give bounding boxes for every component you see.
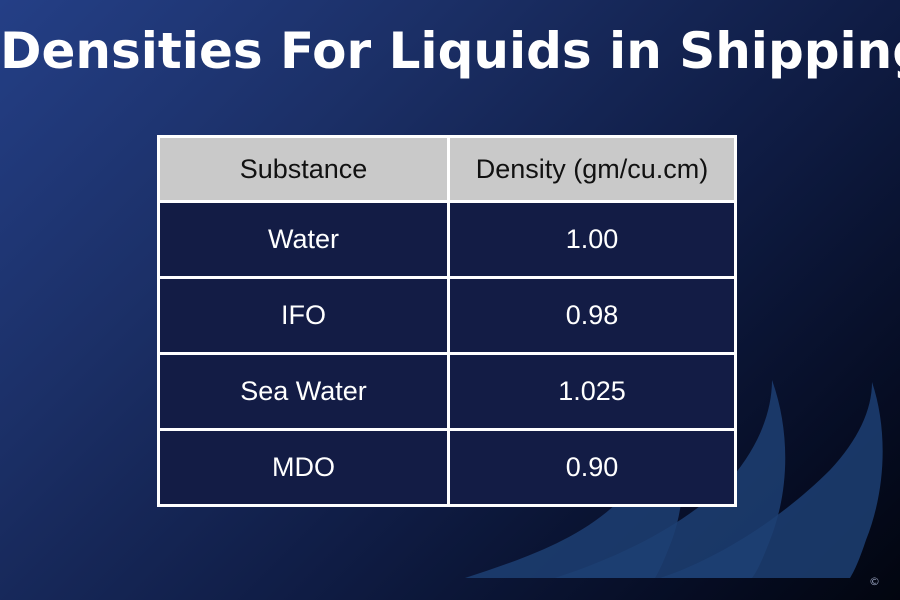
column-header-density: Density (gm/cu.cm)	[447, 135, 737, 203]
sail-shape-right	[660, 382, 883, 578]
substance-cell: MDO	[157, 428, 450, 507]
table-row: Sea Water 1.025	[157, 352, 737, 431]
table-row: MDO 0.90	[157, 428, 737, 507]
density-table: Substance Density (gm/cu.cm) Water 1.00 …	[157, 135, 737, 507]
page-title: Densities For Liquids in Shipping	[0, 22, 900, 80]
table-row: IFO 0.98	[157, 276, 737, 355]
sail-shape-left	[465, 382, 683, 578]
substance-cell: Water	[157, 200, 450, 279]
substance-cell: Sea Water	[157, 352, 450, 431]
column-header-substance: Substance	[157, 135, 450, 203]
table-row: Water 1.00	[157, 200, 737, 279]
density-cell: 1.025	[447, 352, 737, 431]
copyright-mark: ©	[869, 575, 880, 588]
density-cell: 0.90	[447, 428, 737, 507]
sail-shape-middle	[555, 380, 786, 578]
density-cell: 0.98	[447, 276, 737, 355]
substance-cell: IFO	[157, 276, 450, 355]
density-cell: 1.00	[447, 200, 737, 279]
table-header-row: Substance Density (gm/cu.cm)	[157, 135, 737, 203]
